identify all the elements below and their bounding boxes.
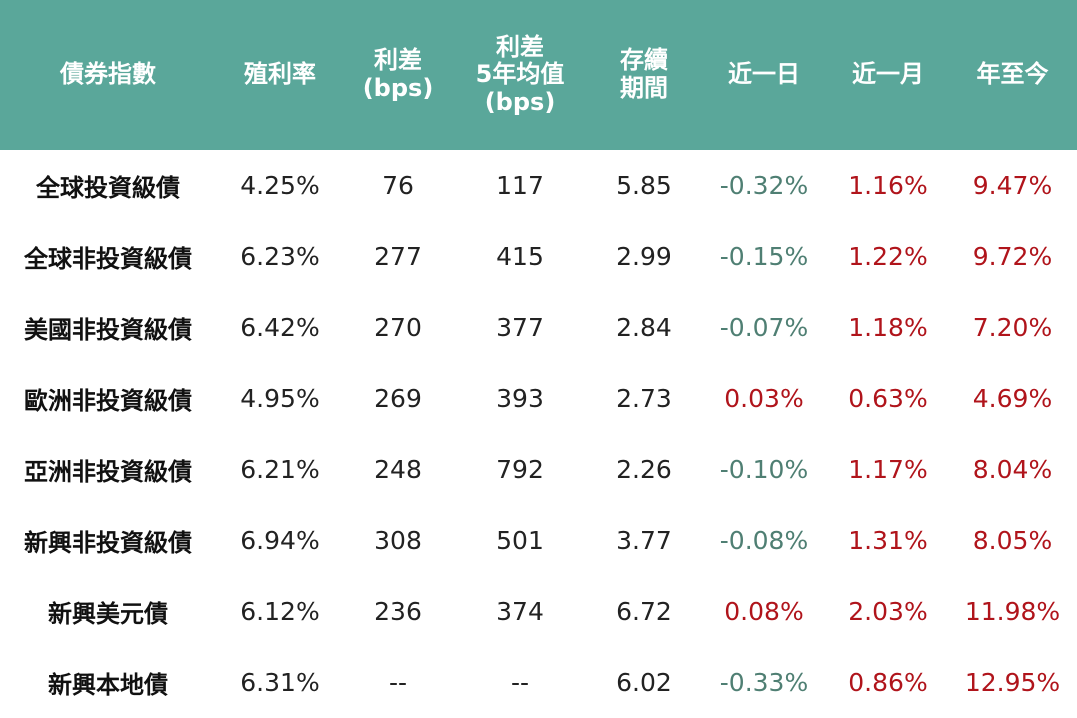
cell-m1: 0.86% <box>848 668 928 697</box>
cell-name: 美國非投資級債 <box>24 316 192 344</box>
cell-duration: 2.99 <box>616 242 672 271</box>
header-spread-line2: (bps) <box>362 74 434 102</box>
cell-yield: 6.42% <box>240 313 320 342</box>
header-spread5y-line1: 利差 <box>496 32 544 61</box>
cell-m1: 2.03% <box>848 597 928 626</box>
cell-spread5y: 415 <box>496 242 544 271</box>
header-ytd-label: 年至今 <box>976 60 1049 89</box>
header-duration-line2: 期間 <box>620 74 668 102</box>
cell-m1: 1.16% <box>848 171 928 200</box>
table-row: 全球非投資級債 6.23% 277 415 2.99 -0.15% 1.22% 9.72% <box>0 221 1077 292</box>
cell-d1: -0.33% <box>719 668 809 697</box>
cell-spread5y: 501 <box>496 526 544 555</box>
cell-spread: 277 <box>374 242 422 271</box>
cell-yield: 6.94% <box>240 526 320 555</box>
cell-d1: -0.32% <box>719 171 809 200</box>
cell-ytd: 4.69% <box>972 384 1053 413</box>
cell-d1: -0.07% <box>719 313 809 342</box>
cell-spread5y: 374 <box>496 597 544 626</box>
header-1d-label: 近一日 <box>728 60 800 89</box>
cell-spread5y: 393 <box>496 384 544 413</box>
cell-name: 全球非投資級債 <box>24 245 192 273</box>
cell-name: 新興本地債 <box>48 671 168 699</box>
cell-m1: 0.63% <box>848 384 928 413</box>
table-row: 新興非投資級債 6.94% 308 501 3.77 -0.08% 1.31% 8.05% <box>0 505 1077 576</box>
table-row: 新興美元債 6.12% 236 374 6.72 0.08% 2.03% 11.98% <box>0 576 1077 647</box>
cell-spread: -- <box>388 668 408 697</box>
table-row: 新興本地債 6.31% -- -- 6.02 -0.33% 0.86% 12.95% <box>0 647 1077 718</box>
cell-ytd: 9.47% <box>972 171 1053 200</box>
cell-d1: -0.15% <box>719 242 809 271</box>
header-name: 債券指數 <box>0 0 216 150</box>
cell-name: 新興美元債 <box>48 600 168 628</box>
cell-duration: 3.77 <box>616 526 672 555</box>
cell-yield: 6.12% <box>240 597 320 626</box>
header-spread: 利差 (bps) <box>344 0 452 150</box>
header-1d: 近一日 <box>700 0 828 150</box>
cell-yield: 6.23% <box>240 242 320 271</box>
table-row: 全球投資級債 4.25% 76 117 5.85 -0.32% 1.16% 9.47% <box>0 150 1077 221</box>
cell-m1: 1.17% <box>848 455 928 484</box>
cell-spread5y: 377 <box>496 313 544 342</box>
cell-name: 新興非投資級債 <box>24 529 192 557</box>
cell-d1: 0.03% <box>724 384 804 413</box>
header-spread5y-line2: 5年均值 <box>475 60 565 89</box>
cell-yield: 4.25% <box>240 171 320 200</box>
header-duration: 存續 期間 <box>588 0 700 150</box>
cell-d1: -0.10% <box>719 455 809 484</box>
cell-ytd: 8.04% <box>972 455 1053 484</box>
header-ytd: 年至今 <box>948 0 1077 150</box>
header-yield: 殖利率 <box>216 0 344 150</box>
cell-spread: 248 <box>374 455 422 484</box>
cell-spread: 236 <box>374 597 422 626</box>
header-spread-line1: 利差 <box>374 46 422 75</box>
table-header-row: 債券指數 殖利率 利差 (bps) 利差 5年均值 (bps) 存續 期間 <box>0 0 1077 150</box>
cell-spread5y: 792 <box>496 455 544 484</box>
header-1m-label: 近一月 <box>852 60 924 89</box>
cell-m1: 1.18% <box>848 313 928 342</box>
cell-ytd: 9.72% <box>972 242 1053 271</box>
cell-name: 亞洲非投資級債 <box>24 458 192 486</box>
header-name-label: 債券指數 <box>60 60 156 89</box>
cell-duration: 6.72 <box>616 597 672 626</box>
cell-duration: 2.26 <box>616 455 672 484</box>
cell-ytd: 7.20% <box>972 313 1053 342</box>
cell-spread5y: 117 <box>496 171 544 200</box>
header-yield-label: 殖利率 <box>244 60 316 89</box>
header-spread5y: 利差 5年均值 (bps) <box>452 0 588 150</box>
cell-spread: 270 <box>374 313 422 342</box>
cell-yield: 6.21% <box>240 455 320 484</box>
cell-m1: 1.22% <box>848 242 928 271</box>
header-spread5y-line3: (bps) <box>484 87 556 116</box>
cell-ytd: 11.98% <box>964 597 1061 626</box>
cell-d1: -0.08% <box>719 526 809 555</box>
cell-duration: 6.02 <box>616 668 672 697</box>
cell-spread: 76 <box>382 171 414 200</box>
cell-ytd: 8.05% <box>972 526 1053 555</box>
table-body: 全球投資級債 4.25% 76 117 5.85 -0.32% 1.16% 9.47% 全球非投… <box>0 150 1077 718</box>
header-duration-line1: 存續 <box>620 46 668 75</box>
header-1m: 近一月 <box>828 0 948 150</box>
cell-duration: 5.85 <box>616 171 672 200</box>
table-row: 美國非投資級債 6.42% 270 377 2.84 -0.07% 1.18% 7.20% <box>0 292 1077 363</box>
cell-name: 全球投資級債 <box>36 174 180 202</box>
table-row: 歐洲非投資級債 4.95% 269 393 2.73 0.03% 0.63% 4.69% <box>0 363 1077 434</box>
cell-name: 歐洲非投資級債 <box>24 387 192 415</box>
cell-yield: 4.95% <box>240 384 320 413</box>
table-row: 亞洲非投資級債 6.21% 248 792 2.26 -0.10% 1.17% 8.04% <box>0 434 1077 505</box>
cell-ytd: 12.95% <box>964 668 1061 697</box>
cell-duration: 2.84 <box>616 313 672 342</box>
cell-spread5y: -- <box>510 668 530 697</box>
cell-spread: 308 <box>374 526 422 555</box>
cell-duration: 2.73 <box>616 384 672 413</box>
cell-m1: 1.31% <box>848 526 928 555</box>
cell-yield: 6.31% <box>240 668 320 697</box>
cell-spread: 269 <box>374 384 422 413</box>
cell-d1: 0.08% <box>724 597 804 626</box>
